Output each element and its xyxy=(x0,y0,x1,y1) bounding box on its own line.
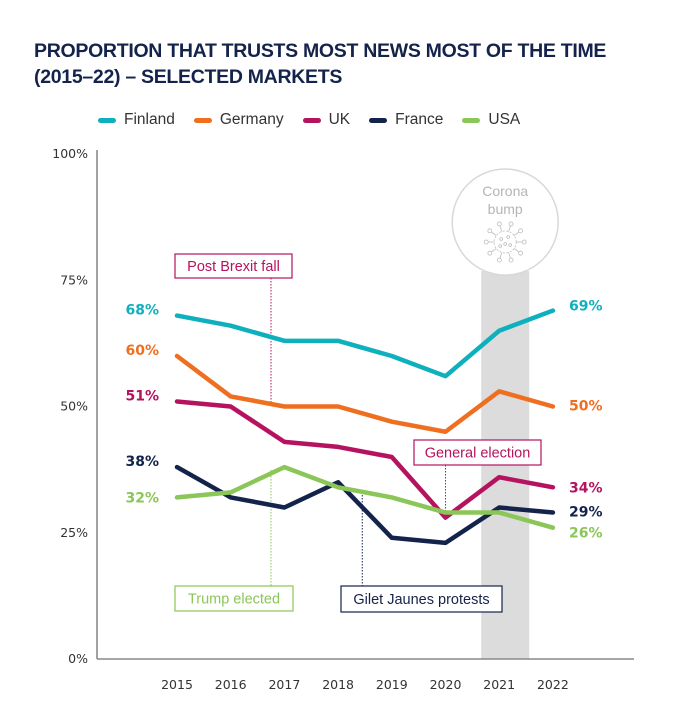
legend-label-france: France xyxy=(395,111,444,128)
annotation-box xyxy=(340,585,503,613)
legend-swatch-germany xyxy=(193,117,212,123)
end-label-uk: 34% xyxy=(569,480,603,496)
legend-label-finland: Finland xyxy=(124,111,175,128)
series-line-uk xyxy=(174,399,556,520)
legend-item-germany: Germany xyxy=(193,111,284,129)
legend-label-germany: Germany xyxy=(219,111,284,128)
legend-item-france: France xyxy=(369,111,443,129)
annotation-general-election: General election xyxy=(413,439,542,466)
legend-swatch-usa xyxy=(462,117,481,123)
annotation-box xyxy=(174,585,294,612)
x-tick-label: 2021 xyxy=(483,677,515,692)
start-label-france: 38% xyxy=(125,454,159,470)
axes: 0% 25% 50% 75% 100% 2015 2016 2017 2018 2019 2020 2… xyxy=(52,146,634,692)
annotation-box xyxy=(174,253,293,279)
x-tick-label: 2022 xyxy=(537,677,569,692)
value-labels: 68% 69% 60% 50% 51% 34% 38% 29% 32% 26% xyxy=(125,299,602,542)
annotation-boxes: Post Brexit fall Trump elected Gilet Jaune… xyxy=(174,253,542,613)
y-tick-label: 50% xyxy=(60,399,88,414)
highlight-band-circle xyxy=(451,168,559,276)
annotation-box xyxy=(413,439,542,466)
legend-swatch-finland xyxy=(98,117,116,123)
x-tick-label: 2018 xyxy=(322,677,354,692)
chart-title-line-1: PROPORTION THAT TRUSTS MOST NEWS MOST OF… xyxy=(34,40,607,62)
annotation-post-brexit-fall: Post Brexit fall xyxy=(174,253,293,279)
annotation-text: Post Brexit fall xyxy=(187,259,280,275)
chart-title: PROPORTION THAT TRUSTS MOST NEWS MOST OF… xyxy=(34,38,674,90)
legend-label-usa: USA xyxy=(488,111,521,128)
y-tick-label: 100% xyxy=(52,146,88,161)
x-tick-label: 2016 xyxy=(215,677,247,692)
end-label-france: 29% xyxy=(569,505,603,521)
annotation-gilet-jaunes-protests: Gilet Jaunes protests xyxy=(340,585,503,613)
legend-item-finland: Finland xyxy=(98,111,175,129)
series-line-usa xyxy=(174,464,556,530)
series-line-germany xyxy=(174,353,556,434)
legend-swatch-france xyxy=(369,117,388,123)
legend-swatch-uk xyxy=(302,117,321,123)
start-label-germany: 60% xyxy=(125,343,159,359)
start-label-finland: 68% xyxy=(125,303,159,319)
start-label-uk: 51% xyxy=(125,388,159,404)
y-tick-label: 25% xyxy=(60,525,88,540)
annotation-text: Gilet Jaunes protests xyxy=(353,592,489,608)
x-tick-label: 2017 xyxy=(268,677,300,692)
legend-item-usa: USA xyxy=(462,111,520,129)
start-label-usa: 32% xyxy=(125,490,159,506)
legend-item-uk: UK xyxy=(302,111,351,129)
annotation-text: Trump elected xyxy=(188,592,280,608)
highlight-band-label: bump xyxy=(488,201,523,217)
x-tick-label: 2019 xyxy=(376,677,408,692)
y-tick-label: 0% xyxy=(68,651,88,666)
series-lines xyxy=(174,308,556,546)
chart-title-line-2: (2015–22) – SELECTED MARKETS xyxy=(34,66,343,88)
end-label-usa: 26% xyxy=(569,526,603,542)
annotation-text: General election xyxy=(425,446,531,462)
legend: Finland Germany UK France USA xyxy=(98,110,539,130)
x-tick-label: 2015 xyxy=(161,677,193,692)
y-tick-label: 75% xyxy=(60,272,88,287)
series-line-finland xyxy=(174,308,556,379)
virus-icon xyxy=(483,221,527,263)
legend-label-uk: UK xyxy=(328,111,351,128)
end-label-finland: 69% xyxy=(569,299,603,315)
highlight-band-label: Corona xyxy=(482,183,528,199)
annotation-trump-elected: Trump elected xyxy=(174,585,294,612)
end-label-germany: 50% xyxy=(569,399,603,415)
x-tick-label: 2020 xyxy=(430,677,462,692)
